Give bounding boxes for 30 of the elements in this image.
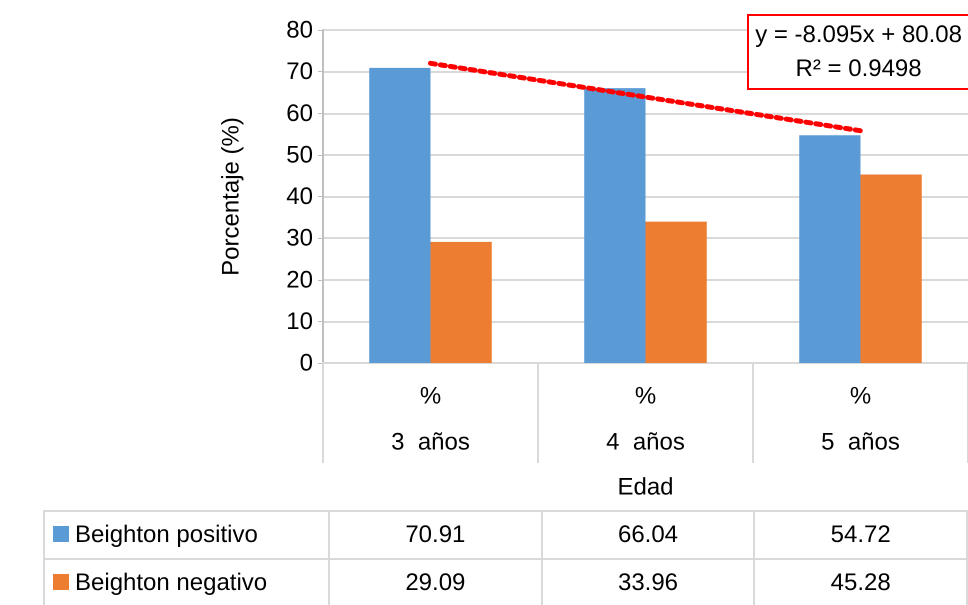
bar (584, 88, 646, 363)
data-label: 45.28 (754, 559, 967, 605)
x-tick-label: % 3 años (391, 382, 470, 456)
y-axis-title: Porcentaje (%) (218, 117, 244, 276)
y-tick-label: 80 (286, 16, 313, 44)
bar (860, 174, 922, 363)
x-tick-label: % 5 años (821, 382, 900, 456)
data-label: 66.04 (542, 511, 754, 559)
y-tick-label: 10 (286, 308, 313, 335)
bar (430, 242, 492, 363)
bar (369, 68, 430, 363)
y-tick-label: 60 (286, 100, 313, 127)
y-tick-label: 20 (286, 266, 313, 294)
y-tick-label: 0 (300, 350, 313, 376)
annotation: R² = 0.9498 (794, 54, 923, 84)
data-label: 70.91 (329, 511, 542, 559)
x-tick-label: % 4 años (606, 382, 685, 456)
legend-label: Beighton negativo (44, 559, 330, 605)
y-tick-label: 70 (286, 58, 313, 86)
y-tick-label: 50 (286, 141, 313, 168)
data-label: 29.09 (329, 559, 542, 605)
data-label: 54.72 (754, 511, 967, 559)
bar (799, 135, 860, 363)
y-tick-label: 40 (286, 183, 313, 210)
legend-label: Beighton positivo (44, 511, 330, 559)
x-axis-title: Edad (617, 474, 674, 500)
annotation: y = -8.095x + 80.08 (755, 20, 962, 50)
y-tick-label: 30 (286, 224, 313, 252)
bar (646, 222, 707, 363)
data-label: 33.96 (542, 559, 754, 605)
